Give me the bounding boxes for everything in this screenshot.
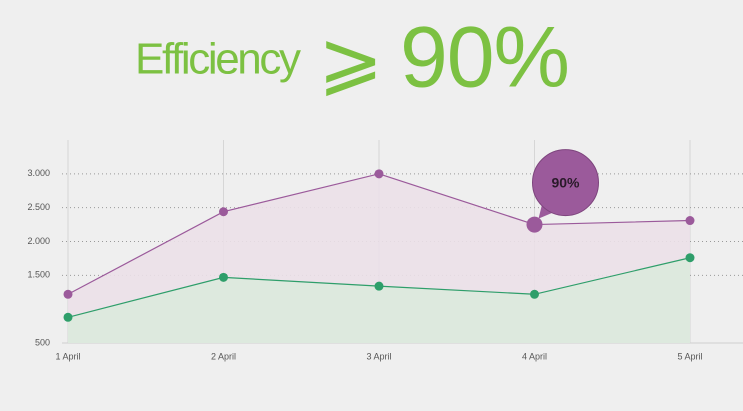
x-tick-label: 1 April: [55, 351, 80, 361]
point: [374, 281, 384, 291]
y-tick-label: 3.000: [27, 168, 50, 178]
x-tick-label: 3 April: [366, 351, 391, 361]
point: [526, 216, 543, 233]
y-tick-label: 500: [35, 337, 50, 347]
plot: 1 April 2 April 3 April 4 April 5 April 3.000…: [27, 140, 743, 361]
y-tick-label: 1.500: [27, 270, 50, 280]
point: [63, 289, 73, 299]
point: [685, 253, 695, 263]
title-symbol: ⩾: [318, 16, 383, 104]
title-value: 90%: [400, 10, 570, 106]
x-tick-label: 5 April: [677, 351, 702, 361]
point: [63, 312, 73, 322]
y-tick-label: 2.500: [27, 202, 50, 212]
point: [219, 207, 228, 217]
point: [530, 289, 539, 299]
chart-title: Efficiency: [135, 35, 301, 84]
x-tick-label: 2 April: [211, 351, 236, 361]
point: [374, 169, 384, 179]
point: [219, 272, 228, 282]
x-tick-label: 4 April: [522, 351, 547, 361]
point: [685, 216, 695, 226]
y-tick-label: 2.000: [27, 236, 50, 246]
bubble: [532, 149, 599, 217]
annotation: 90%: [551, 174, 580, 190]
